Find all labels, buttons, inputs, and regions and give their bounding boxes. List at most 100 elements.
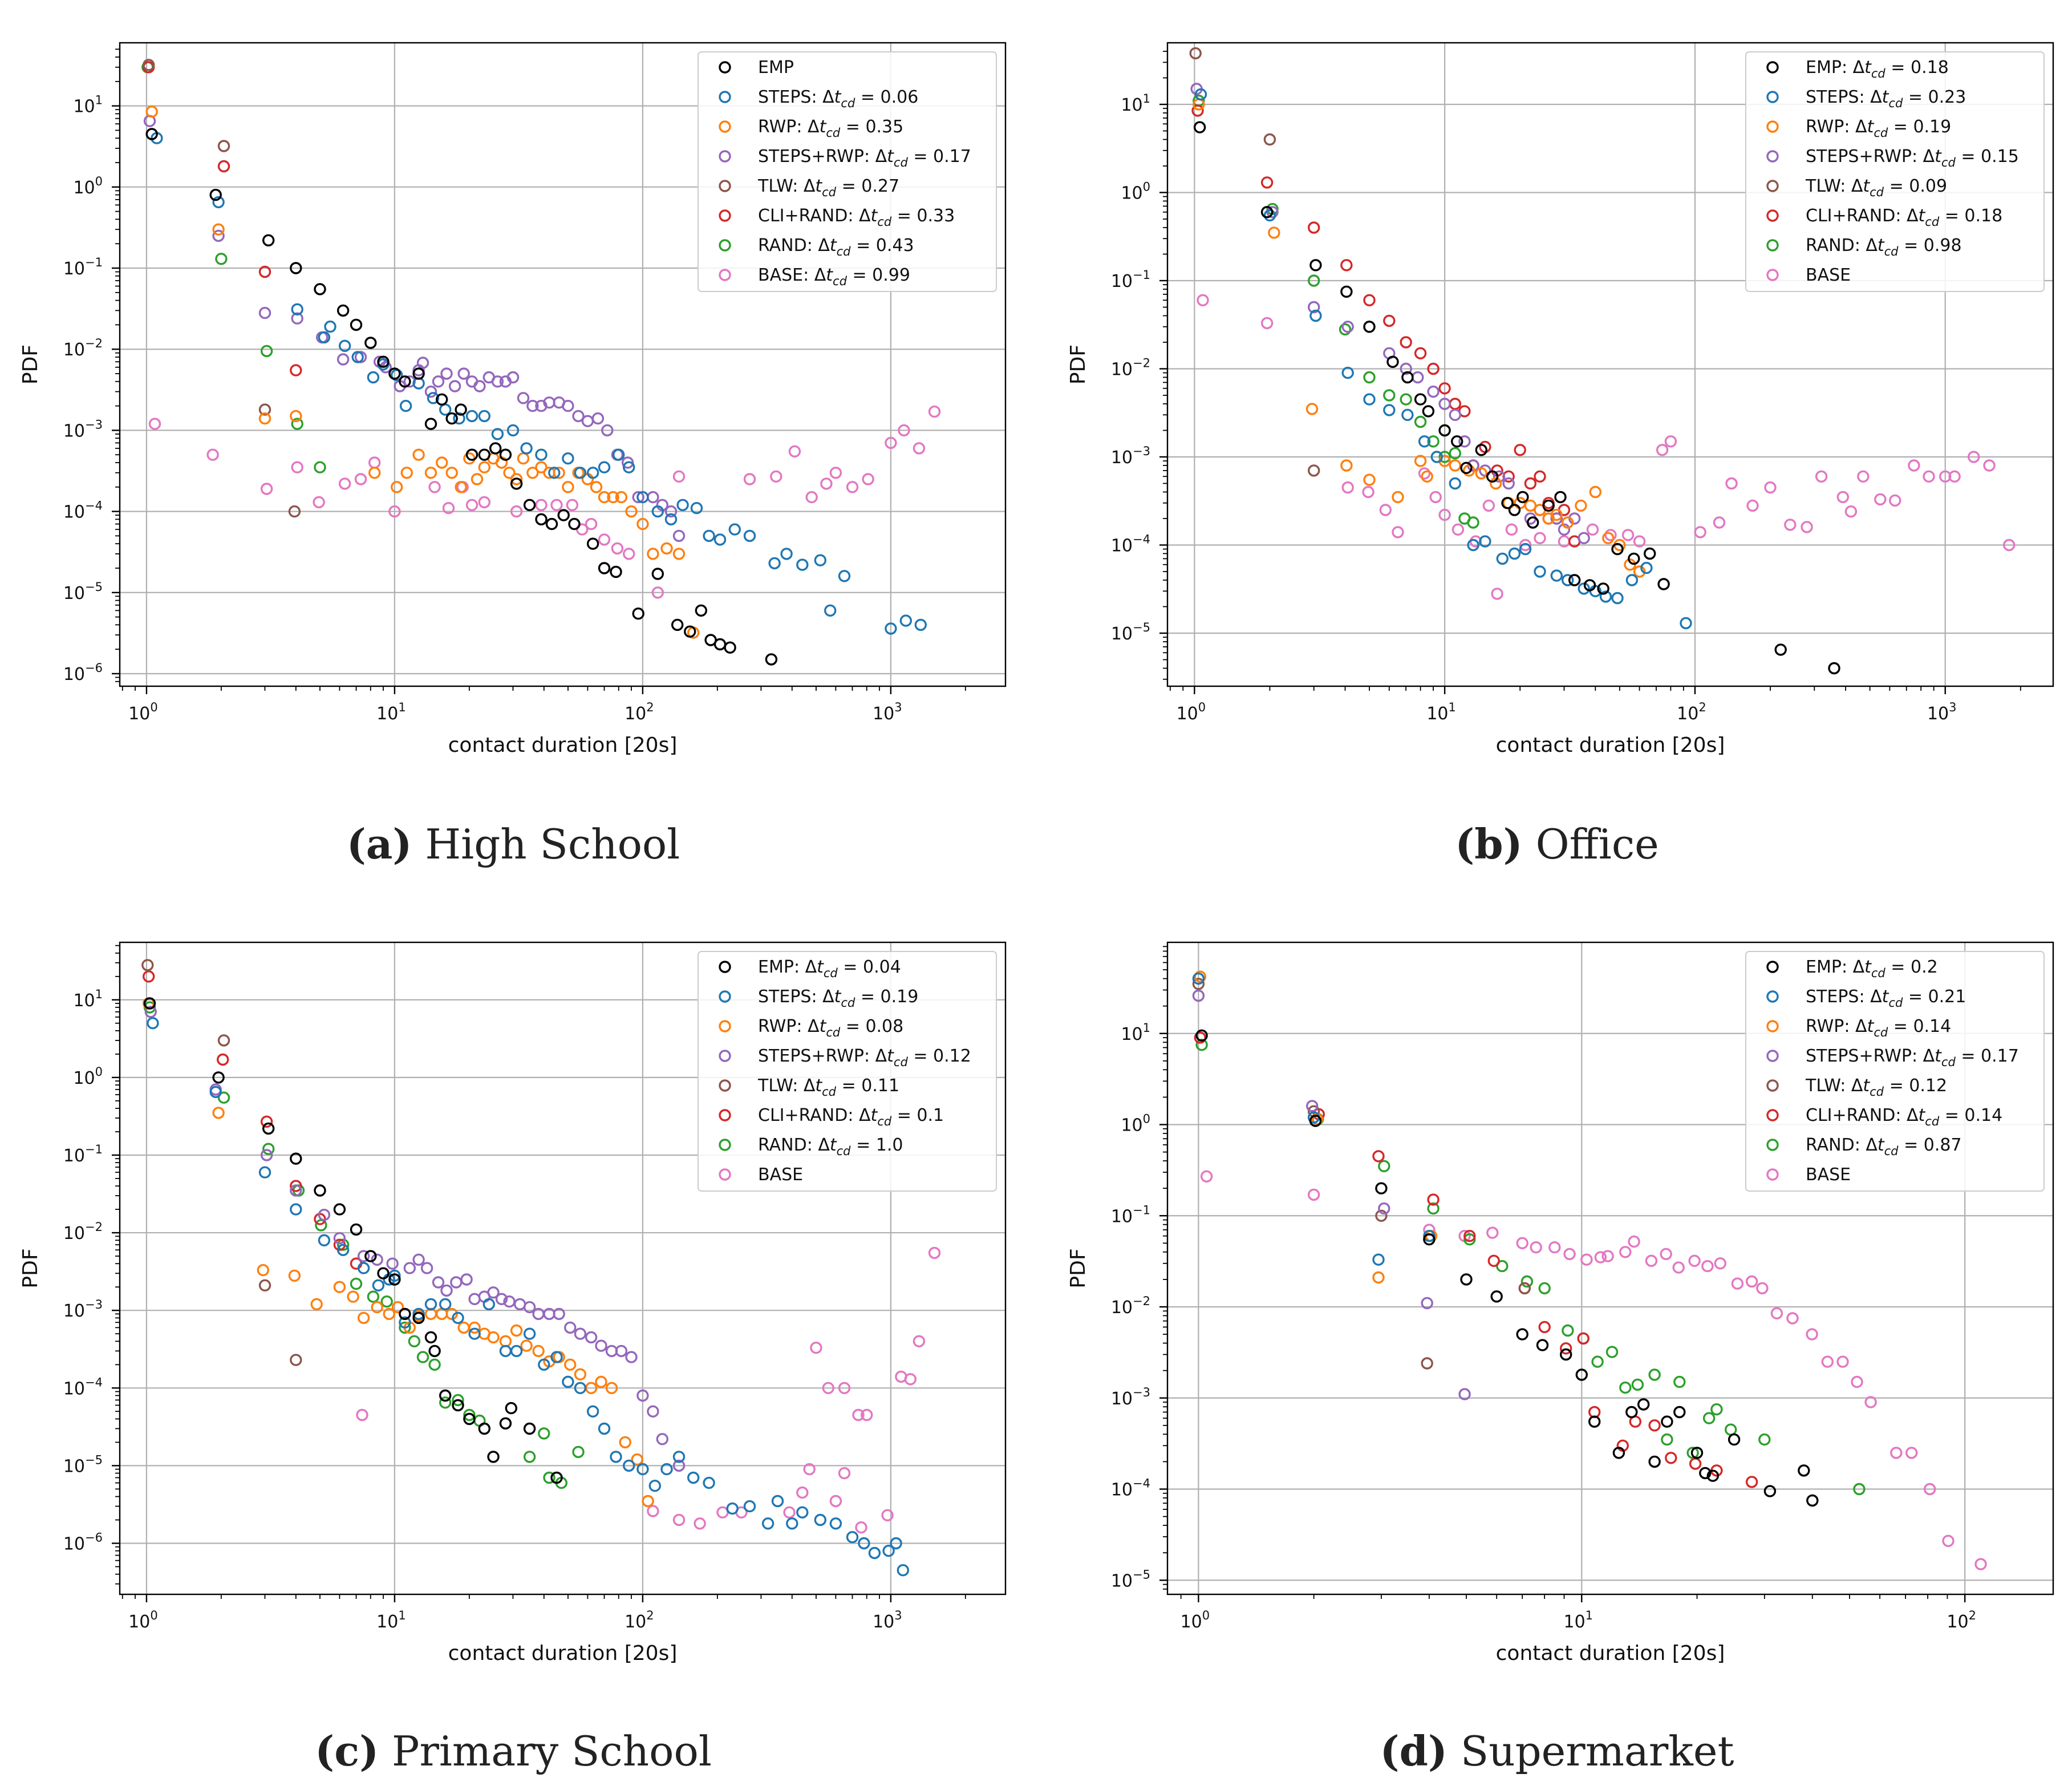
data-point [1688,1254,1701,1267]
legend-delta-t: t [1935,1046,1942,1066]
data-point [460,1273,473,1286]
data-point [1770,1307,1783,1320]
data-point [648,1479,662,1492]
data-point [1686,1447,1699,1459]
data-point [379,361,392,374]
legend-delta-t: t [830,236,837,256]
data-point [1601,1250,1614,1262]
data-point [928,405,941,418]
data-point [1591,1355,1604,1368]
legend-delta-value: 0.23 [1928,87,1966,107]
legend-entry: RAND: Δtcd = 0.87 [1806,1135,1962,1158]
legend-delta-subscript: cd [877,1115,892,1128]
data-point [209,188,222,201]
data-point [1815,470,1828,483]
data-point [1194,970,1207,983]
legend-delta-t: t [820,117,827,137]
data-point [928,1246,941,1260]
data-point [625,1351,638,1363]
data-point [538,1358,550,1371]
series-tlw [1189,47,1320,477]
legend-entry: RWP: Δtcd = 0.19 [1806,117,1951,140]
data-point [820,477,833,490]
data-point [1462,464,1475,477]
data-point [1516,1328,1528,1341]
tick-exponent: 0 [150,700,157,714]
axes-frame [119,42,1007,687]
tick-exponent: −4 [1133,532,1150,546]
series-steps-rwp [1190,83,1590,544]
legend-series-name: BASE [1806,1165,1851,1185]
data-point [1890,1447,1903,1459]
data-point [631,1453,643,1466]
data-point [1363,393,1376,406]
data-point [439,1396,452,1409]
data-point [1534,470,1546,483]
legend-delta-symbol: : Δ [1855,1135,1878,1155]
data-point [1460,1273,1473,1286]
data-point [898,424,910,437]
legend-marker [1766,150,1779,163]
legend-entry: EMP [758,58,794,78]
data-point [1562,1324,1574,1337]
tick-exponent: −4 [1133,1477,1150,1491]
data-point [647,1505,659,1517]
legend-series-name: STEPS+RWP [758,147,864,167]
data-point [743,473,756,485]
data-point [768,557,781,570]
series-rand [143,1001,585,1489]
tick-exponent: 1 [1449,700,1456,714]
data-point [262,234,275,246]
legend-marker [1766,990,1779,1003]
tick-base: 10 [1111,272,1133,291]
legend-delta-t: t [1863,1076,1870,1096]
data-point [882,1544,895,1557]
x-tick-label: 100 [1177,700,1206,724]
legend-marker [1766,269,1779,281]
legend-delta-value: 0.1 [917,1105,944,1125]
data-point [336,1238,350,1251]
tick-base: 10 [1111,624,1133,644]
legend-entry: STEPS: Δtcd = 0.21 [1806,987,1966,1010]
series-emp [143,997,563,1484]
data-point [517,392,530,404]
caption-space [1447,1727,1461,1775]
data-point [1378,1160,1390,1173]
legend-entry: CLI+RAND: Δtcd = 0.1 [758,1105,944,1128]
data-point [439,1389,452,1402]
data-point [1656,444,1669,456]
legend-delta-symbol: : Δ [796,1017,820,1036]
legend-delta-equals: = [855,87,880,107]
data-point [357,1311,370,1325]
data-point [1467,516,1479,529]
legend-delta-subscript: cd [894,156,909,169]
tick-exponent: 1 [398,1609,406,1622]
data-point [724,641,736,654]
data-point [1673,1375,1686,1388]
data-point [1372,1271,1385,1284]
series-steps [1192,972,1436,1266]
data-point [217,1091,230,1104]
data-point [783,1506,796,1519]
data-point [625,505,638,518]
legend-delta-t: t [815,176,822,196]
caption-space [1523,820,1536,868]
caption-tag: (b) [1455,820,1522,868]
tick-base: 10 [63,503,85,523]
tick-exponent: 2 [646,700,654,714]
data-point [1463,1229,1476,1242]
data-point [350,318,363,331]
tick-base: 10 [63,421,85,441]
data-point [899,614,913,627]
tick-exponent: 1 [95,987,103,1001]
legend-delta-equals: = [1939,1105,1964,1125]
data-point [399,1316,411,1329]
legend-delta-t: t [820,1017,827,1036]
data-point [1784,519,1797,531]
data-point [881,1509,894,1522]
legend-marker [719,180,731,192]
legend-entry: STEPS+RWP: Δtcd = 0.12 [758,1046,971,1069]
data-point [258,412,271,425]
